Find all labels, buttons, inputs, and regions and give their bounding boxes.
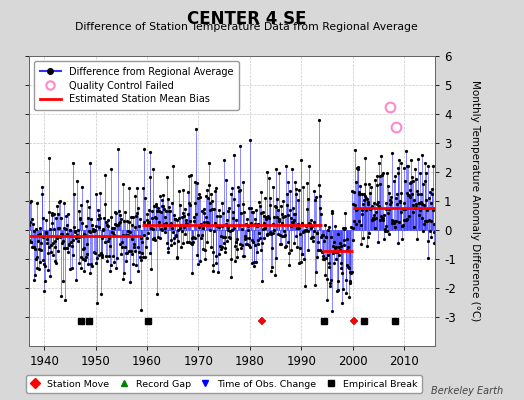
Y-axis label: Monthly Temperature Anomaly Difference (°C): Monthly Temperature Anomaly Difference (… bbox=[470, 80, 479, 322]
Text: Berkeley Earth: Berkeley Earth bbox=[431, 386, 503, 396]
Legend: Difference from Regional Average, Quality Control Failed, Estimated Station Mean: Difference from Regional Average, Qualit… bbox=[34, 61, 239, 110]
Text: CENTER 4 SE: CENTER 4 SE bbox=[187, 10, 306, 28]
Legend: Station Move, Record Gap, Time of Obs. Change, Empirical Break: Station Move, Record Gap, Time of Obs. C… bbox=[26, 375, 422, 393]
Text: Difference of Station Temperature Data from Regional Average: Difference of Station Temperature Data f… bbox=[75, 22, 418, 32]
